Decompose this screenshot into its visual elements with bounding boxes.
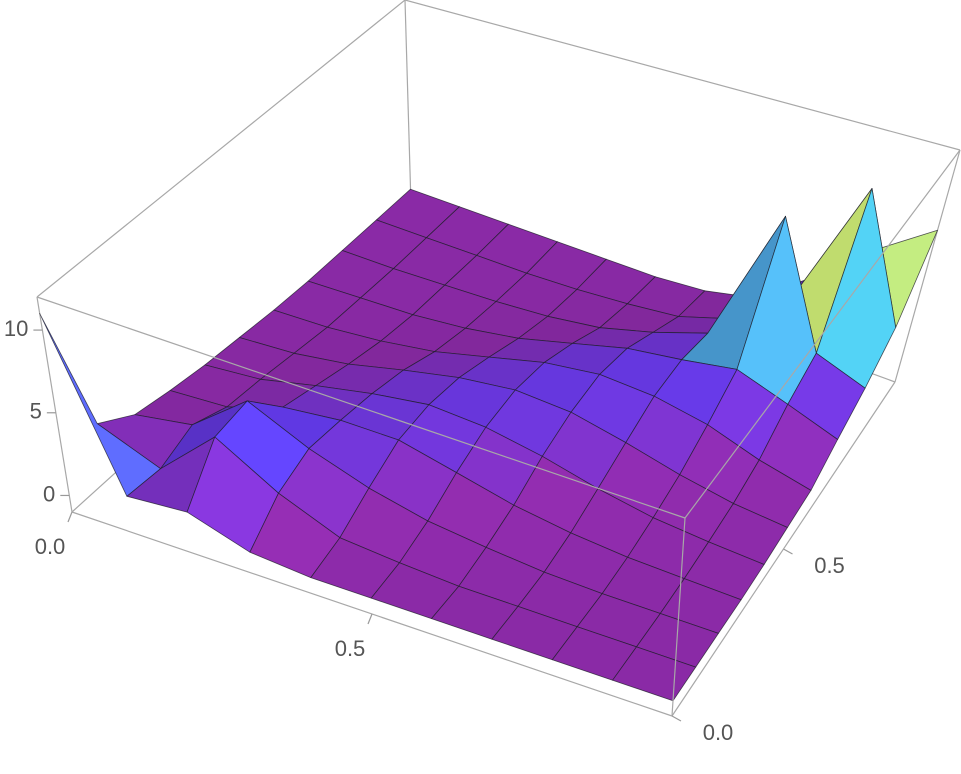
x-tick-label: 0.5 <box>335 636 366 661</box>
x-tick <box>367 613 373 625</box>
y-tick <box>671 715 682 722</box>
y-tick-label: 0.5 <box>814 553 845 578</box>
axes: 0 5 10 0.0 0.5 0.0 0.5 <box>4 316 845 745</box>
surface-patch <box>612 646 697 702</box>
x-tick-label: 0.0 <box>35 534 66 559</box>
box-edge <box>404 0 961 151</box>
box-edge <box>671 517 686 717</box>
surface <box>39 188 938 702</box>
box-edge <box>36 296 73 513</box>
box-edge <box>404 0 412 206</box>
box-edge <box>894 149 961 383</box>
z-tick-label: 10 <box>4 316 28 341</box>
y-tick-label: 0.0 <box>703 720 734 745</box>
box-edge <box>36 296 686 519</box>
z-tick-label: 0 <box>43 481 55 506</box>
x-tick <box>67 511 73 523</box>
y-tick <box>783 548 793 555</box>
box-edge <box>684 149 961 519</box>
surface-patch <box>39 313 162 497</box>
box-edge <box>36 0 406 298</box>
z-tick-label: 5 <box>30 399 42 424</box>
